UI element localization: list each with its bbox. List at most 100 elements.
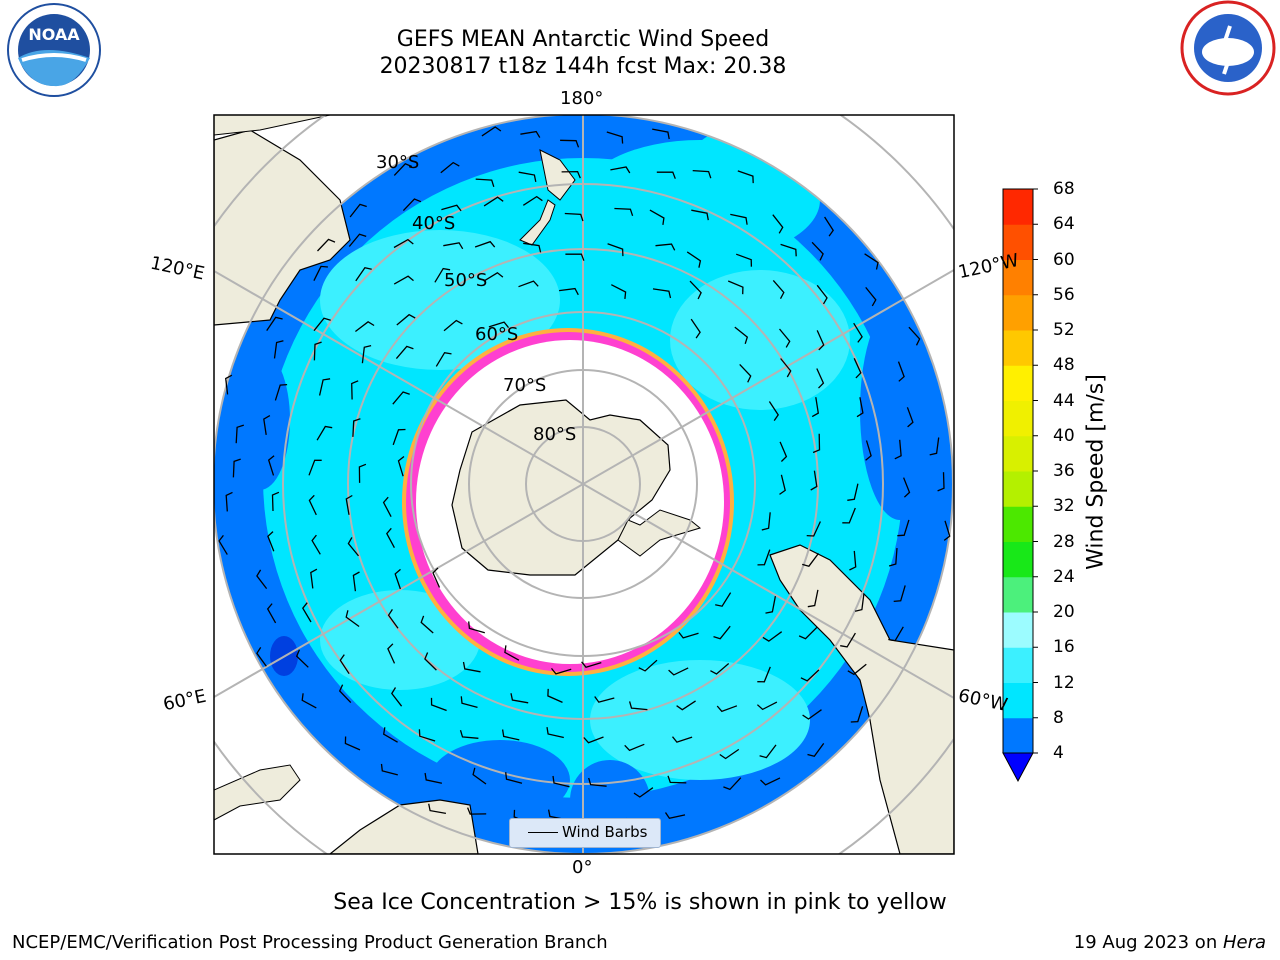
wind-barb xyxy=(518,280,539,288)
wind-barb xyxy=(424,652,437,671)
wind-barb xyxy=(691,209,709,221)
wind-barb xyxy=(638,659,658,672)
colorbar-segment xyxy=(1003,612,1033,648)
wind-barb xyxy=(382,727,398,743)
wind-barb xyxy=(468,621,485,634)
wind-barb xyxy=(897,519,910,537)
wind-barb xyxy=(888,626,904,642)
wind-barb xyxy=(735,253,753,267)
wind-barb xyxy=(256,647,267,667)
wind-barb xyxy=(583,736,604,744)
chart-subtitle: 20230817 t18z 144h fcst Max: 20.38 xyxy=(379,54,787,79)
wind-barb xyxy=(505,772,523,784)
wind-barb xyxy=(847,663,867,676)
wind-barb xyxy=(392,391,410,405)
wind-barb xyxy=(560,139,580,148)
wind-barb xyxy=(351,380,359,400)
wind-barb xyxy=(218,534,228,555)
wind-barb xyxy=(802,553,820,567)
wind-barb xyxy=(853,358,862,379)
wind-barb xyxy=(355,321,375,333)
wind-barb xyxy=(424,772,443,784)
wind-barb xyxy=(649,209,665,225)
wind-barb xyxy=(768,401,779,421)
wind-barb xyxy=(518,171,537,183)
wind-barb xyxy=(474,240,496,248)
wind-barb xyxy=(338,684,352,704)
wind-barb xyxy=(664,812,686,820)
wind-barb xyxy=(523,242,542,253)
colorbar-tick-label: 44 xyxy=(1053,390,1075,411)
wind-barb xyxy=(344,736,361,751)
wind-barb xyxy=(807,743,825,758)
wind-barb xyxy=(760,777,781,786)
wind-barb xyxy=(435,351,452,367)
wind-barb xyxy=(393,163,413,176)
wind-barb xyxy=(274,383,288,401)
wind-barb xyxy=(355,266,372,282)
wind-barb xyxy=(443,319,463,332)
wind-barb xyxy=(734,326,749,344)
wind-barb xyxy=(689,280,702,300)
colorbar-frame xyxy=(1002,188,1034,754)
footer-date-text: 19 Aug 2023 on xyxy=(1073,932,1223,953)
wind-barb xyxy=(472,767,487,785)
wind-barb xyxy=(393,275,414,285)
wind-barb xyxy=(263,415,271,435)
wind-barb xyxy=(772,279,785,300)
colorbar-tick-label: 32 xyxy=(1053,496,1075,517)
wind-barb xyxy=(267,531,275,552)
wind-barb xyxy=(710,663,730,675)
wind-barb xyxy=(778,328,791,348)
wind-barb xyxy=(420,615,434,634)
antarctic-peninsula xyxy=(617,509,702,557)
colorbar-segment xyxy=(1003,400,1033,437)
wind-barb xyxy=(308,494,317,516)
colorbar-tick-label: 16 xyxy=(1053,637,1075,658)
wind-barb xyxy=(853,322,863,343)
wind-barb xyxy=(893,585,906,603)
wind-barb xyxy=(481,126,502,137)
wind-barb xyxy=(865,286,877,307)
wind-barb xyxy=(716,705,738,713)
wind-barb xyxy=(802,709,822,720)
wind-barb xyxy=(581,661,602,669)
wind-barb xyxy=(628,701,648,711)
wind-barb xyxy=(434,267,451,283)
wind-barb xyxy=(671,736,693,743)
wind-barb xyxy=(737,170,754,184)
wind-barb xyxy=(902,477,911,498)
wind-barb xyxy=(402,198,422,212)
wind-barb xyxy=(655,243,676,251)
wind-barb xyxy=(352,418,361,437)
colorbar-tick-label: 68 xyxy=(1053,179,1075,199)
wind-barb xyxy=(317,238,336,252)
wind-barb xyxy=(656,171,676,179)
colorbar-segment xyxy=(1003,294,1033,331)
wind-barb xyxy=(382,496,392,518)
wind-barb xyxy=(759,744,777,759)
wind-barbs xyxy=(218,126,951,829)
wind-barb xyxy=(380,763,398,776)
wind-barb xyxy=(780,358,792,378)
wind-barb xyxy=(432,567,441,588)
wind-barb xyxy=(441,204,462,212)
colorbar-segment xyxy=(1003,259,1033,296)
wind-barb xyxy=(394,568,402,590)
wind-barb xyxy=(348,233,367,247)
wind-barb xyxy=(440,161,460,174)
wind-barb xyxy=(313,317,331,332)
wind-barb xyxy=(547,688,563,703)
wind-barb xyxy=(686,251,702,268)
wind-barb xyxy=(316,425,333,441)
colorbar-tick-label: 64 xyxy=(1053,214,1075,235)
colorbar-segment xyxy=(1003,471,1033,507)
wind-barb xyxy=(816,368,825,389)
wind-barb xyxy=(311,534,321,555)
wind-barb xyxy=(225,491,233,512)
wind-barb xyxy=(295,649,309,668)
nws-logo xyxy=(1178,0,1278,104)
colorbar-segment xyxy=(1003,330,1033,366)
wind-barb xyxy=(345,494,353,515)
wind-barb xyxy=(301,693,317,709)
